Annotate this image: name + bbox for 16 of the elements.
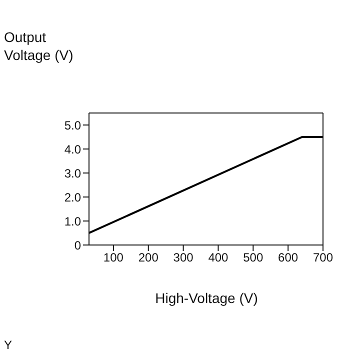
y-tick-label: 2.0 bbox=[64, 190, 82, 204]
x-tick-label: 700 bbox=[312, 250, 334, 265]
y-tick-label: 3.0 bbox=[64, 166, 82, 180]
x-tick-label: 400 bbox=[208, 250, 229, 265]
x-tick-label: 500 bbox=[243, 250, 264, 265]
x-tick-label: 100 bbox=[103, 250, 124, 265]
x-tick-label: 600 bbox=[278, 250, 298, 265]
y-tick-label: 4.0 bbox=[64, 142, 82, 156]
y-tick-label: 5.0 bbox=[64, 118, 82, 132]
text: Y bbox=[4, 338, 12, 352]
y-tick-label: 1.0 bbox=[64, 214, 82, 228]
x-tick-label: 300 bbox=[173, 250, 194, 265]
x-tick-label: 200 bbox=[138, 250, 159, 265]
y-tick-label: 0 bbox=[74, 238, 82, 252]
y-axis-title: Output Voltage (V) bbox=[4, 28, 74, 64]
x-axis-title: High-Voltage (V) bbox=[154, 290, 259, 306]
